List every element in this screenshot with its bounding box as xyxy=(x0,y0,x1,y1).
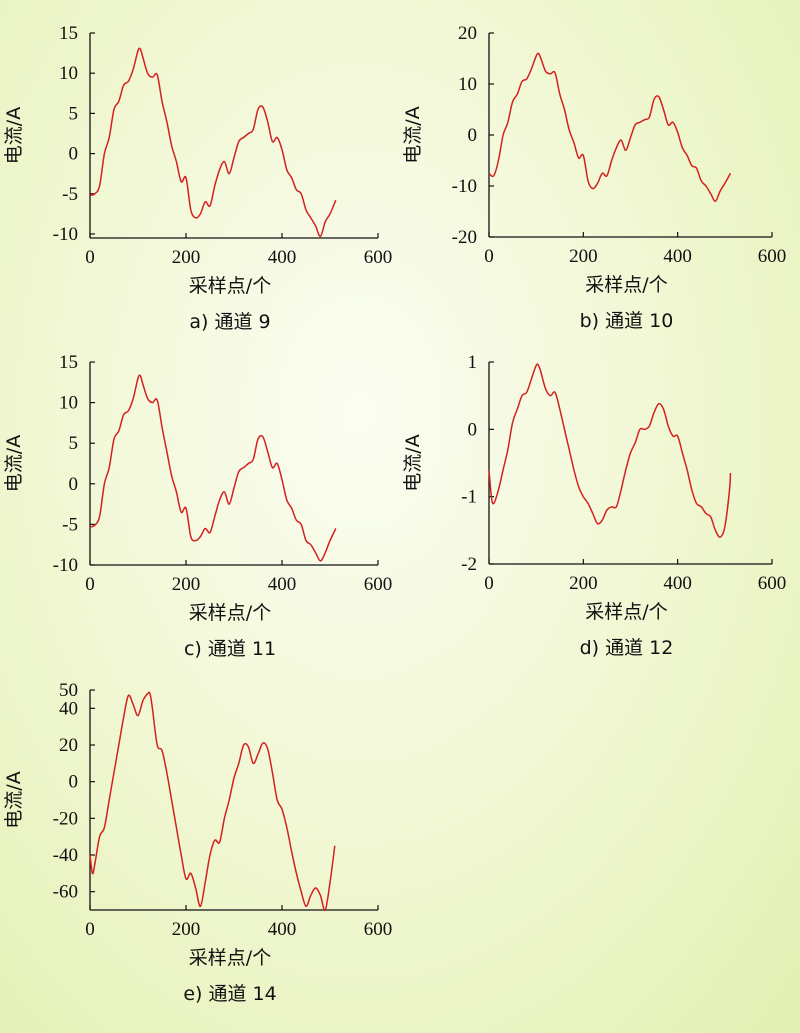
y-axis-label: 电流/A xyxy=(3,435,25,492)
x-axis-label: 采样点/个 xyxy=(585,274,667,296)
y-tick-label: 5 xyxy=(69,433,79,454)
x-tick-label: 400 xyxy=(268,919,297,940)
y-tick-label: 10 xyxy=(458,74,477,95)
y-tick-label: -60 xyxy=(53,882,78,903)
chart-panel-4: 0 200 400 600 -2 -1 0 1 采样点/个 电流/A d) 通道 12 xyxy=(402,352,786,659)
chart-panel-2: 0 200 400 600 -20 -10 0 10 20 采样点/个 电流/A b) 通道 10 xyxy=(402,23,786,332)
y-tick-label: -10 xyxy=(452,176,477,197)
x-tick-label: 0 xyxy=(484,573,494,594)
y-tick-label: 20 xyxy=(59,735,78,756)
y-tick-label: -20 xyxy=(452,227,477,248)
y-tick-label: 1 xyxy=(468,352,478,373)
y-tick-label: -10 xyxy=(53,555,78,576)
panel-caption: a) 通道 9 xyxy=(189,311,270,333)
x-tick-label: 200 xyxy=(172,247,201,268)
x-tick-label: 400 xyxy=(663,573,692,594)
panel-caption: d) 通道 12 xyxy=(580,637,674,659)
y-axis-label: 电流/A xyxy=(3,107,25,164)
chart-panel-3: 0 200 400 600 -10 -5 0 5 10 15 采样点/个 电流/A c) 通道 11 xyxy=(3,352,392,660)
series-line xyxy=(89,374,337,562)
x-tick-label: 200 xyxy=(569,246,598,267)
y-tick-label: 15 xyxy=(59,23,78,44)
series-line xyxy=(89,691,336,911)
y-axis-label: 电流/A xyxy=(402,434,424,491)
y-tick-label: 0 xyxy=(468,125,478,146)
x-tick-label: 200 xyxy=(172,574,201,595)
y-tick-label: -5 xyxy=(62,184,78,205)
series-line xyxy=(488,52,732,203)
chart-panel-1: 0 200 400 600 -10 -5 0 5 10 15 采样点/个 电流/A a) 通道 9 xyxy=(3,23,392,333)
y-tick-label: 0 xyxy=(69,474,79,495)
y-axis-label: 电流/A xyxy=(3,771,25,828)
y-axis-label: 电流/A xyxy=(402,106,424,163)
x-axis-label: 采样点/个 xyxy=(189,602,271,624)
x-tick-label: 0 xyxy=(484,246,494,267)
y-tick-label: 15 xyxy=(59,352,78,373)
x-tick-label: 600 xyxy=(364,247,393,268)
x-tick-label: 200 xyxy=(172,919,201,940)
y-tick-label: -5 xyxy=(62,514,78,535)
x-axis-label: 采样点/个 xyxy=(189,275,271,297)
x-tick-label: 600 xyxy=(758,573,787,594)
x-tick-label: 400 xyxy=(663,246,692,267)
y-tick-label: -2 xyxy=(461,554,477,575)
y-tick-label: -20 xyxy=(53,808,78,829)
y-tick-label: 0 xyxy=(69,144,79,165)
series-line xyxy=(488,363,732,538)
y-tick-label: 20 xyxy=(458,23,477,44)
series-line xyxy=(89,47,337,238)
panel-caption: e) 通道 14 xyxy=(183,983,276,1005)
x-tick-label: 600 xyxy=(364,919,393,940)
y-tick-label: 0 xyxy=(69,772,79,793)
y-tick-label: 40 xyxy=(59,698,78,719)
y-tick-label: -1 xyxy=(461,487,477,508)
x-tick-label: 0 xyxy=(85,247,95,268)
x-tick-label: 600 xyxy=(758,246,787,267)
x-tick-label: 200 xyxy=(569,573,598,594)
y-tick-label: -40 xyxy=(53,845,78,866)
y-tick-label: -10 xyxy=(53,224,78,245)
y-tick-label: 10 xyxy=(59,63,78,84)
panel-caption: c) 通道 11 xyxy=(184,638,276,660)
y-tick-label: 10 xyxy=(59,393,78,414)
x-tick-label: 400 xyxy=(268,574,297,595)
x-tick-label: 0 xyxy=(85,919,95,940)
x-axis-label: 采样点/个 xyxy=(585,601,667,623)
x-tick-label: 0 xyxy=(85,574,95,595)
y-tick-label: 5 xyxy=(69,103,79,124)
x-axis-label: 采样点/个 xyxy=(189,947,271,969)
x-tick-label: 400 xyxy=(268,247,297,268)
y-tick-label: 50 xyxy=(59,680,78,701)
y-tick-label: 0 xyxy=(468,419,478,440)
panel-caption: b) 通道 10 xyxy=(580,310,674,332)
x-tick-label: 600 xyxy=(364,574,393,595)
